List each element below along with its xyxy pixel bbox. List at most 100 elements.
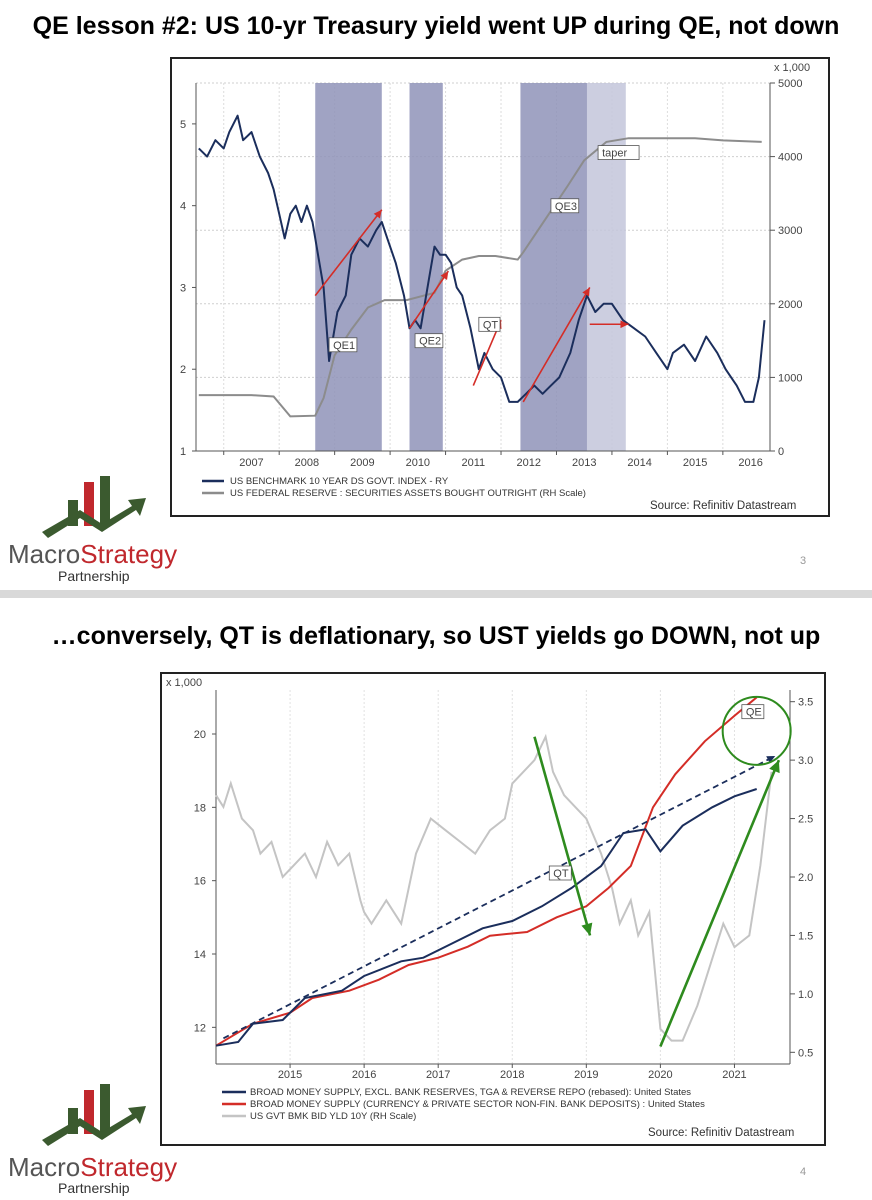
series-line-broad-money	[215, 696, 758, 1047]
logo	[40, 1080, 150, 1155]
qe-yield-chart: 0 1000 2000 3000 4000 5000 1 2 3 4 5 2007 2008 2009 20…	[180, 62, 810, 512]
logo-sub: Partnership	[58, 1180, 130, 1196]
annotation-label-qe3: QE3	[555, 201, 577, 213]
series-line-10y-yield	[215, 733, 773, 1042]
x-tick-label-2021: 2021	[722, 1069, 746, 1081]
series-line-broad-money-excl	[215, 788, 758, 1047]
x-tick-label-2016: 2016	[738, 457, 762, 469]
y-left-tick-label-4: 4	[180, 201, 186, 213]
annotation-label-qe1: QE1	[333, 340, 355, 352]
x-tick-label-2009: 2009	[350, 457, 374, 469]
x-tick-label-2015: 2015	[278, 1069, 302, 1081]
annotation-label-qt: QT	[483, 319, 499, 331]
annotation-arrow-2	[408, 270, 450, 329]
y-left-tick-label-5: 5	[180, 119, 186, 131]
slide-3: QE lesson #2: US 10-yr Treasury yield we…	[0, 0, 872, 590]
shaded-period-qe2	[409, 83, 443, 451]
green-arrowhead-2	[769, 760, 780, 774]
slide-divider	[0, 590, 872, 598]
legend-item-m2-excl: BROAD MONEY SUPPLY, EXCL. BANK RESERVES,…	[250, 1087, 691, 1098]
logo-mark-icon	[42, 476, 146, 538]
highlight-circle	[721, 695, 792, 766]
y-left-tick-label-16: 16	[194, 876, 206, 888]
y-left-tick-label-14: 14	[194, 949, 206, 961]
shaded-period-taper	[586, 83, 626, 451]
page-number: 3	[800, 555, 807, 567]
annotation-label-qe2: QE2	[419, 336, 441, 348]
annotation-box-qt	[548, 865, 572, 881]
y-left-tick-label-2: 2	[180, 364, 186, 376]
right-axis-unit: x 1,000	[774, 62, 810, 74]
annotation-box-qt	[478, 316, 501, 332]
green-arrow-1	[533, 736, 592, 936]
y-left-tick-label-1: 1	[180, 446, 186, 458]
legend-item-m2: BROAD MONEY SUPPLY (CURRENCY & PRIVATE S…	[250, 1099, 705, 1110]
qt-yield-chart: 12 14 16 18 20 0.5 1.0 1.5 2.0 2.5 3.0 3.5 2015 2016 2…	[166, 677, 813, 1139]
trend-arrow	[222, 755, 776, 1040]
shaded-period-qe1	[315, 83, 382, 451]
y-right-tick-label-3.5: 3.5	[798, 697, 813, 709]
annotation-label-qe: QE	[746, 707, 762, 719]
y-right-tick-label-0: 0	[778, 446, 784, 458]
x-tick-label-2013: 2013	[572, 457, 596, 469]
legend-item-yield: US GVT BMK BID YLD 10Y (RH Scale)	[250, 1111, 416, 1122]
source-note: Source: Refinitiv Datastream	[650, 500, 796, 512]
x-tick-label-2007: 2007	[239, 457, 263, 469]
y-right-tick-label-1.5: 1.5	[798, 930, 813, 942]
legend-item-fed: US FEDERAL RESERVE : SECURITIES ASSETS B…	[230, 488, 586, 499]
y-right-tick-label-0.5: 0.5	[798, 1047, 813, 1059]
x-tick-label-2014: 2014	[627, 457, 651, 469]
annotation-arrowhead-4	[582, 287, 590, 297]
x-tick-label-2015: 2015	[683, 457, 707, 469]
green-arrowhead-1	[581, 922, 593, 936]
series-line-10y-yield	[198, 114, 766, 403]
y-right-tick-label-1.0: 1.0	[798, 989, 813, 1001]
annotation-arrowhead-5	[620, 320, 629, 329]
annotation-label-taper: taper	[602, 148, 627, 160]
annotation-box-taper	[597, 145, 640, 160]
annotation-arrowhead-2	[440, 271, 449, 280]
y-right-tick-label-1000: 1000	[778, 372, 802, 384]
logo-name: MacroStrategy	[8, 1152, 178, 1182]
x-tick-label-2017: 2017	[426, 1069, 450, 1081]
y-right-tick-label-3.0: 3.0	[798, 755, 813, 767]
annotation-arrow-4	[522, 287, 591, 403]
x-tick-label-2008: 2008	[295, 457, 319, 469]
x-tick-label-2012: 2012	[517, 457, 541, 469]
annotation-box-qe3	[550, 198, 580, 214]
y-right-tick-label-3000: 3000	[778, 225, 802, 237]
y-right-tick-label-2000: 2000	[778, 299, 802, 311]
y-left-tick-label-18: 18	[194, 802, 206, 814]
chart-frame: 0 1000 2000 3000 4000 5000 1 2 3 4 5 2007 2008 2009 20…	[170, 57, 830, 517]
y-right-tick-label-4000: 4000	[778, 152, 802, 164]
x-tick-label-2020: 2020	[648, 1069, 672, 1081]
annotation-box-qe1	[328, 337, 358, 353]
logo-name: MacroStrategy	[8, 539, 178, 569]
green-arrow-2	[659, 759, 781, 1047]
y-left-tick-label-12: 12	[194, 1022, 206, 1034]
slide-title: QE lesson #2: US 10-yr Treasury yield we…	[32, 12, 840, 40]
logo-sub: Partnership	[58, 568, 130, 584]
annotation-box-qe	[741, 704, 765, 720]
series-line-fed-securities	[198, 137, 762, 418]
y-left-tick-label-20: 20	[194, 729, 206, 741]
source-note: Source: Refinitiv Datastream	[648, 1127, 794, 1139]
annotation-label-qt: QT	[553, 868, 569, 880]
left-axis-unit: x 1,000	[166, 677, 202, 689]
page-number: 4	[800, 1166, 807, 1178]
logo-mark-icon	[42, 1084, 146, 1146]
shaded-period-qe3	[520, 83, 587, 451]
x-tick-label-2010: 2010	[406, 457, 430, 469]
y-right-tick-label-2.0: 2.0	[798, 872, 813, 884]
slide-4: …conversely, QT is deflationary, so UST …	[0, 598, 872, 1200]
y-right-tick-label-2.5: 2.5	[798, 814, 813, 826]
x-tick-label-2011: 2011	[461, 457, 485, 469]
logo	[40, 472, 150, 547]
annotation-arrowhead-1	[373, 209, 382, 219]
y-right-tick-label-5000: 5000	[778, 78, 802, 90]
trend-arrowhead	[766, 756, 776, 764]
annotation-box-qe2	[414, 333, 444, 349]
legend-item-yield: US BENCHMARK 10 YEAR DS GOVT. INDEX - RY	[230, 476, 449, 487]
x-tick-label-2016: 2016	[352, 1069, 376, 1081]
annotation-arrow-1	[314, 209, 383, 297]
